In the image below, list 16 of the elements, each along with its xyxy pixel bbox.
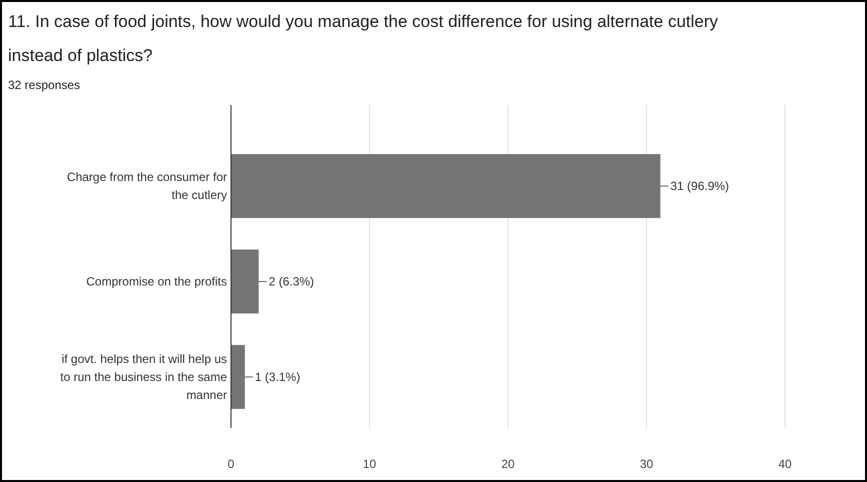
y-tick-label: if govt. helps then it will help us to run the business in the same manner	[60, 352, 228, 402]
x-tick-label: 20	[501, 457, 515, 471]
x-tick-label: 10	[362, 457, 376, 471]
x-tick-label: 30	[640, 457, 654, 471]
data-label: 1 (3.1%)	[254, 370, 300, 384]
data-label: 31 (96.9%)	[670, 179, 730, 194]
text: 32 responses	[8, 78, 80, 92]
bar	[231, 344, 245, 409]
y-tick-label: Charge from the consumer for the cutlery	[66, 170, 227, 202]
bar	[231, 154, 660, 218]
bar	[231, 250, 259, 314]
data-label: 2 (6.3%)	[268, 274, 314, 288]
x-tick-label: 0	[228, 457, 235, 471]
y-tick-label: Compromise on the profits	[86, 274, 227, 288]
chart-title: 11. In case of food joints, how would you manage the cost difference for using alternate cutlery instead of plastics?	[8, 12, 719, 65]
x-tick-label: 40	[778, 457, 792, 471]
